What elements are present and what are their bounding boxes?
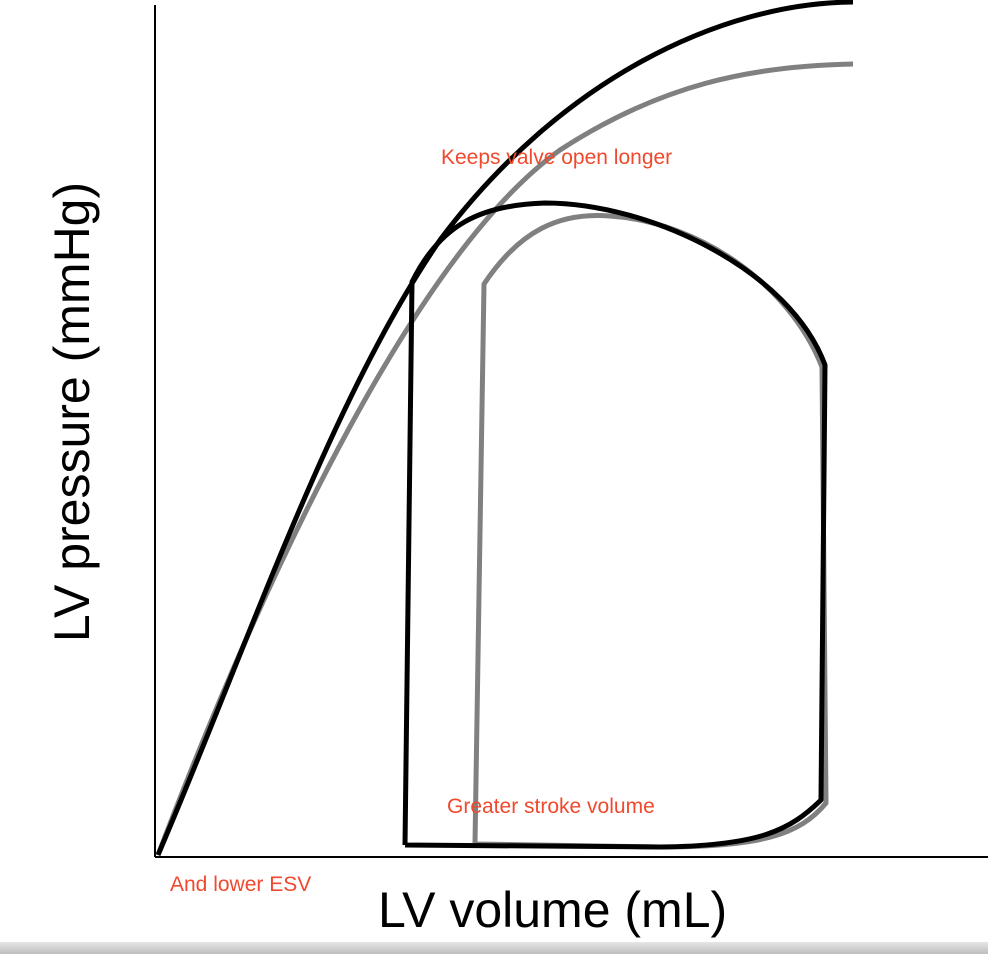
- annotation-lower-esv: And lower ESV: [170, 873, 312, 896]
- modified-pv-loop: [472, 212, 829, 850]
- modified-espvr-curve: [155, 61, 854, 856]
- baseline-espvr-curve: [155, 0, 854, 856]
- annotation-valve-open: Keeps valve open longer: [441, 146, 673, 169]
- annotation-stroke-volume: Greater stroke volume: [447, 795, 655, 818]
- bottom-edge-bar: [0, 942, 988, 954]
- baseline-pv-loop: [402, 200, 828, 850]
- x-axis-title: LV volume (mL): [378, 882, 728, 938]
- y-axis-title: LV pressure (mmHg): [44, 181, 100, 643]
